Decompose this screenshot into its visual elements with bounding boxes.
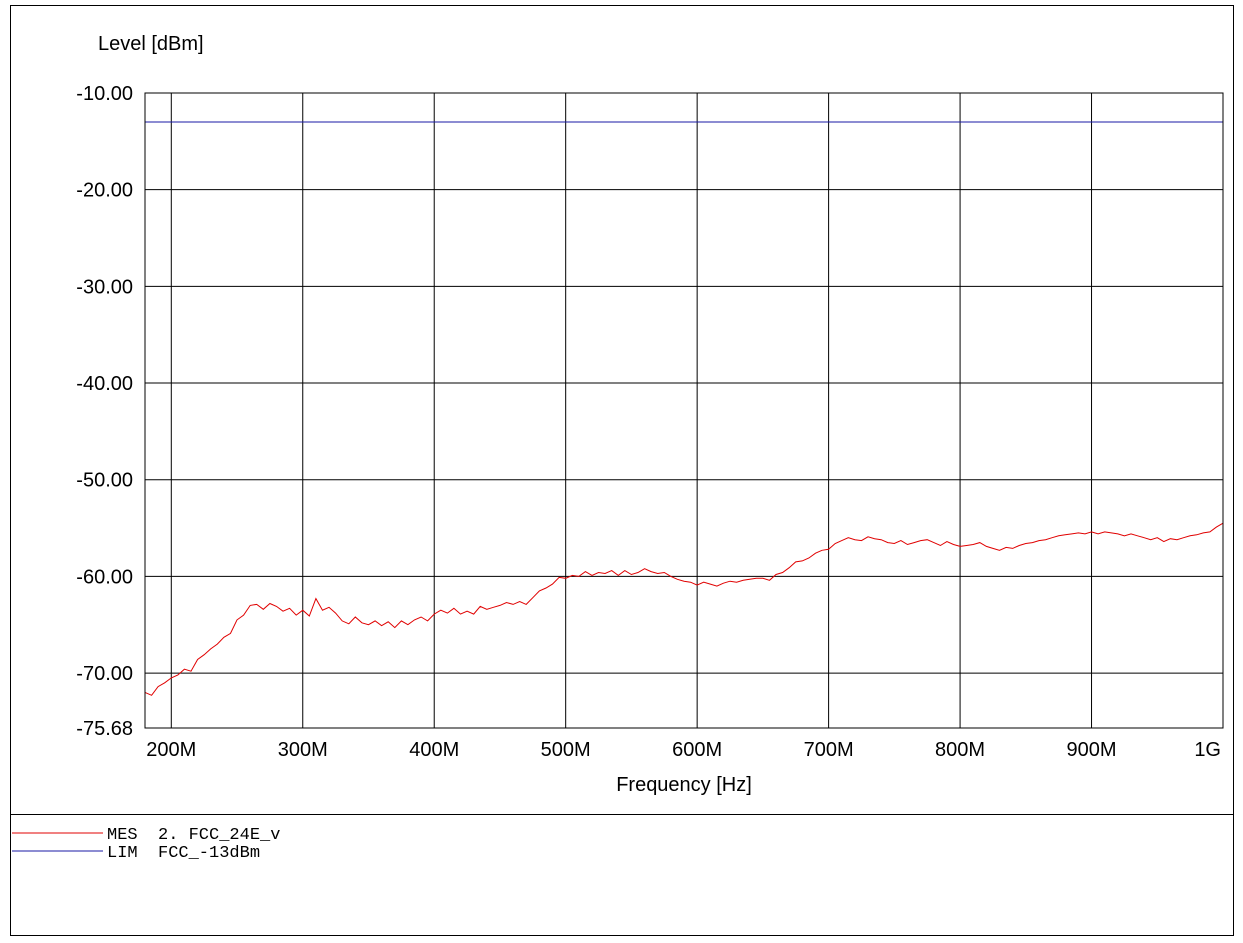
y-tick-label: -30.00 bbox=[76, 276, 133, 298]
x-tick-label: 300M bbox=[278, 739, 328, 761]
y-tick-label: -70.00 bbox=[76, 663, 133, 685]
y-tick-label: -10.00 bbox=[76, 83, 133, 105]
chart-frame bbox=[10, 5, 1234, 936]
y-tick-label: -50.00 bbox=[76, 470, 133, 492]
legend-prefix: MES bbox=[107, 826, 138, 845]
y-tick-label: -40.00 bbox=[76, 373, 133, 395]
x-tick-label: 500M bbox=[541, 739, 591, 761]
x-axis-title: Frequency [Hz] bbox=[616, 774, 752, 796]
x-tick-label: 1G bbox=[1194, 739, 1221, 761]
x-tick-label: 400M bbox=[409, 739, 459, 761]
plot-area-border bbox=[144, 92, 1224, 729]
x-tick-label: 600M bbox=[672, 739, 722, 761]
x-tick-label: 200M bbox=[146, 739, 196, 761]
y-tick-label: -60.00 bbox=[76, 566, 133, 588]
legend-label: 2. FCC_24E_v bbox=[158, 826, 280, 845]
y-axis-title: Level [dBm] bbox=[98, 33, 204, 55]
legend-entry: MES 2. FCC_24E_v bbox=[12, 826, 280, 845]
x-tick-label: 700M bbox=[804, 739, 854, 761]
y-tick-label: -20.00 bbox=[76, 180, 133, 202]
legend-entry: LIM FCC_-13dBm bbox=[12, 844, 260, 863]
legend-label: FCC_-13dBm bbox=[158, 844, 260, 863]
x-tick-label: 800M bbox=[935, 739, 985, 761]
legend-prefix: LIM bbox=[107, 844, 138, 863]
legend-divider bbox=[10, 814, 1234, 815]
y-tick-label: -75.68 bbox=[76, 718, 133, 740]
series-line-mes bbox=[144, 522, 1224, 696]
x-tick-label: 900M bbox=[1067, 739, 1117, 761]
